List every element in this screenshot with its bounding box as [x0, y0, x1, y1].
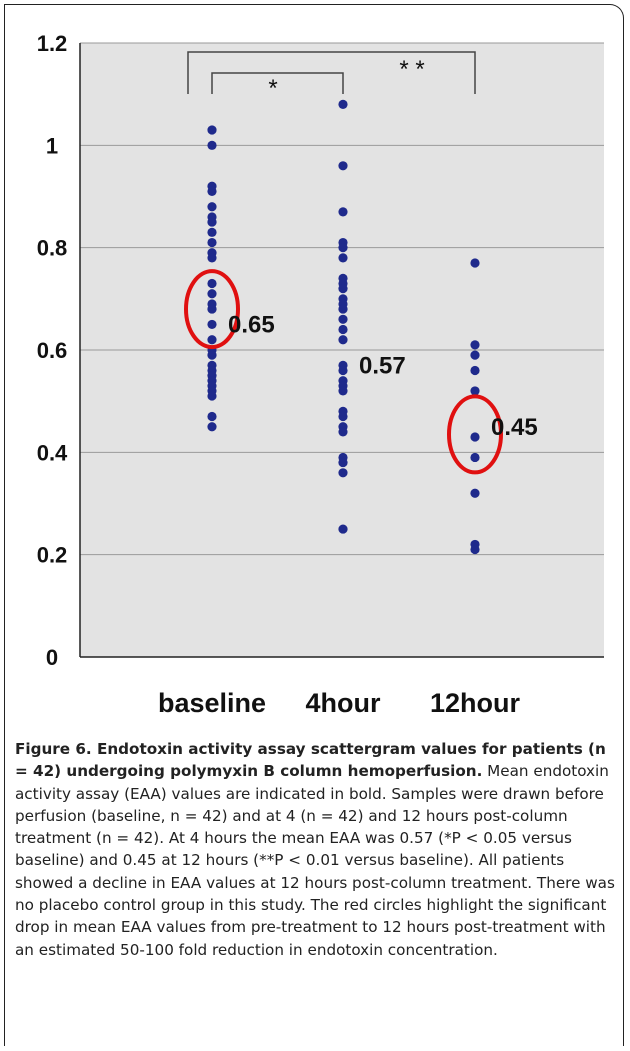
significance-bracket — [187, 51, 476, 94]
mean-highlight-circle — [447, 394, 503, 475]
data-point — [338, 304, 348, 314]
mean-value-label: 0.57 — [359, 352, 406, 379]
data-point — [207, 319, 217, 330]
data-point — [207, 227, 217, 237]
data-point — [338, 324, 348, 335]
data-point — [338, 335, 348, 345]
data-point — [207, 237, 217, 248]
data-point — [470, 452, 480, 463]
mean-value-label: 0.45 — [491, 414, 538, 441]
y-tick-label: 0.8 — [37, 236, 68, 261]
x-tick-label: 4hour — [305, 688, 380, 718]
data-point — [470, 365, 480, 376]
data-point — [338, 365, 348, 376]
data-point — [338, 207, 348, 217]
data-point — [207, 202, 217, 212]
figure-frame — [4, 4, 624, 1046]
data-point — [338, 386, 348, 396]
data-point — [338, 411, 348, 422]
data-point — [470, 386, 480, 396]
data-point — [207, 125, 217, 135]
data-point — [207, 350, 217, 360]
data-point — [470, 340, 480, 350]
data-point — [207, 278, 217, 289]
y-tick-label: 0.2 — [37, 543, 68, 568]
data-point — [470, 544, 480, 555]
data-point — [338, 314, 348, 324]
caption-body: Mean endotoxin activity assay (EAA) valu… — [15, 762, 615, 959]
data-point — [207, 411, 217, 422]
data-point — [470, 350, 480, 360]
data-point — [207, 186, 217, 196]
data-point — [338, 427, 348, 437]
data-point — [338, 524, 348, 534]
data-point — [207, 335, 217, 345]
significance-label: * — [268, 75, 277, 102]
data-point — [207, 391, 217, 401]
y-tick-label: 0 — [46, 645, 58, 670]
y-tick-label: 0.4 — [37, 440, 68, 465]
significance-label: * * — [399, 56, 424, 83]
data-point — [207, 253, 217, 263]
data-point — [470, 432, 480, 442]
scatter-chart: 0 0.2 0.4 0.6 0.8 1 1.2 baseline 4hour 12hour * * *… — [37, 31, 604, 718]
data-point — [470, 258, 480, 268]
data-point — [338, 99, 348, 109]
figure-caption: Figure 6. Endotoxin activity assay scatt… — [15, 738, 615, 961]
significance-bracket — [211, 72, 344, 94]
data-point — [338, 468, 348, 478]
y-tick-label: 1.2 — [37, 31, 68, 56]
data-point — [207, 140, 217, 150]
mean-value-label: 0.65 — [228, 311, 275, 338]
data-point — [207, 217, 217, 227]
data-point — [338, 284, 348, 294]
data-point — [338, 243, 348, 253]
data-point — [207, 304, 217, 314]
mean-highlight-circle — [184, 269, 240, 350]
data-point — [338, 253, 348, 263]
data-point — [207, 422, 217, 432]
x-tick-label: baseline — [158, 688, 266, 718]
y-tick-label: 1 — [46, 133, 58, 158]
data-point — [470, 488, 480, 498]
data-point — [338, 457, 348, 468]
x-tick-label: 12hour — [430, 688, 521, 718]
y-tick-label: 0.6 — [37, 338, 68, 363]
data-point — [207, 289, 217, 299]
caption-title: Figure 6. Endotoxin activity assay scatt… — [15, 740, 606, 781]
data-point — [338, 161, 348, 171]
